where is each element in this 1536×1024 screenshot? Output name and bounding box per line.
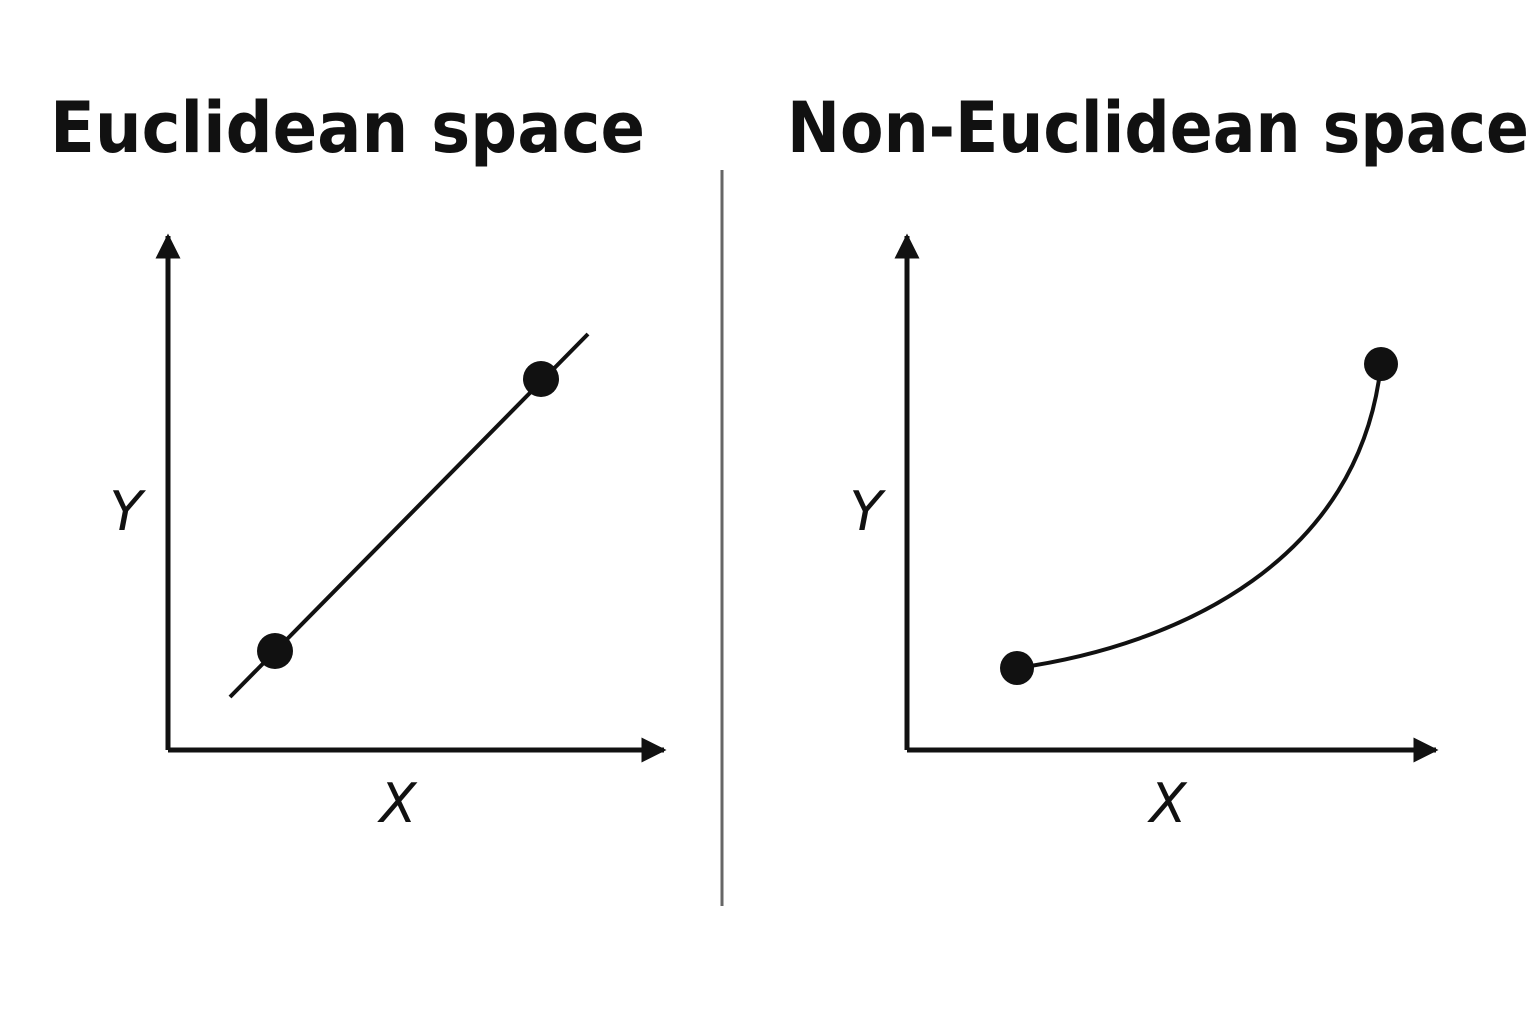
straight-line [228,332,590,699]
panel-title: Non-Euclidean space [787,87,1529,169]
point [1364,347,1398,381]
x-axis-label: X [377,772,418,835]
point [257,633,293,669]
curve [1016,363,1383,670]
panel-title: Euclidean space [50,87,645,169]
x-axis-label: X [1147,772,1188,835]
point [523,361,559,397]
y-axis-label: Y [110,480,147,543]
point [1000,651,1034,685]
y-axis-label: Y [850,480,887,543]
